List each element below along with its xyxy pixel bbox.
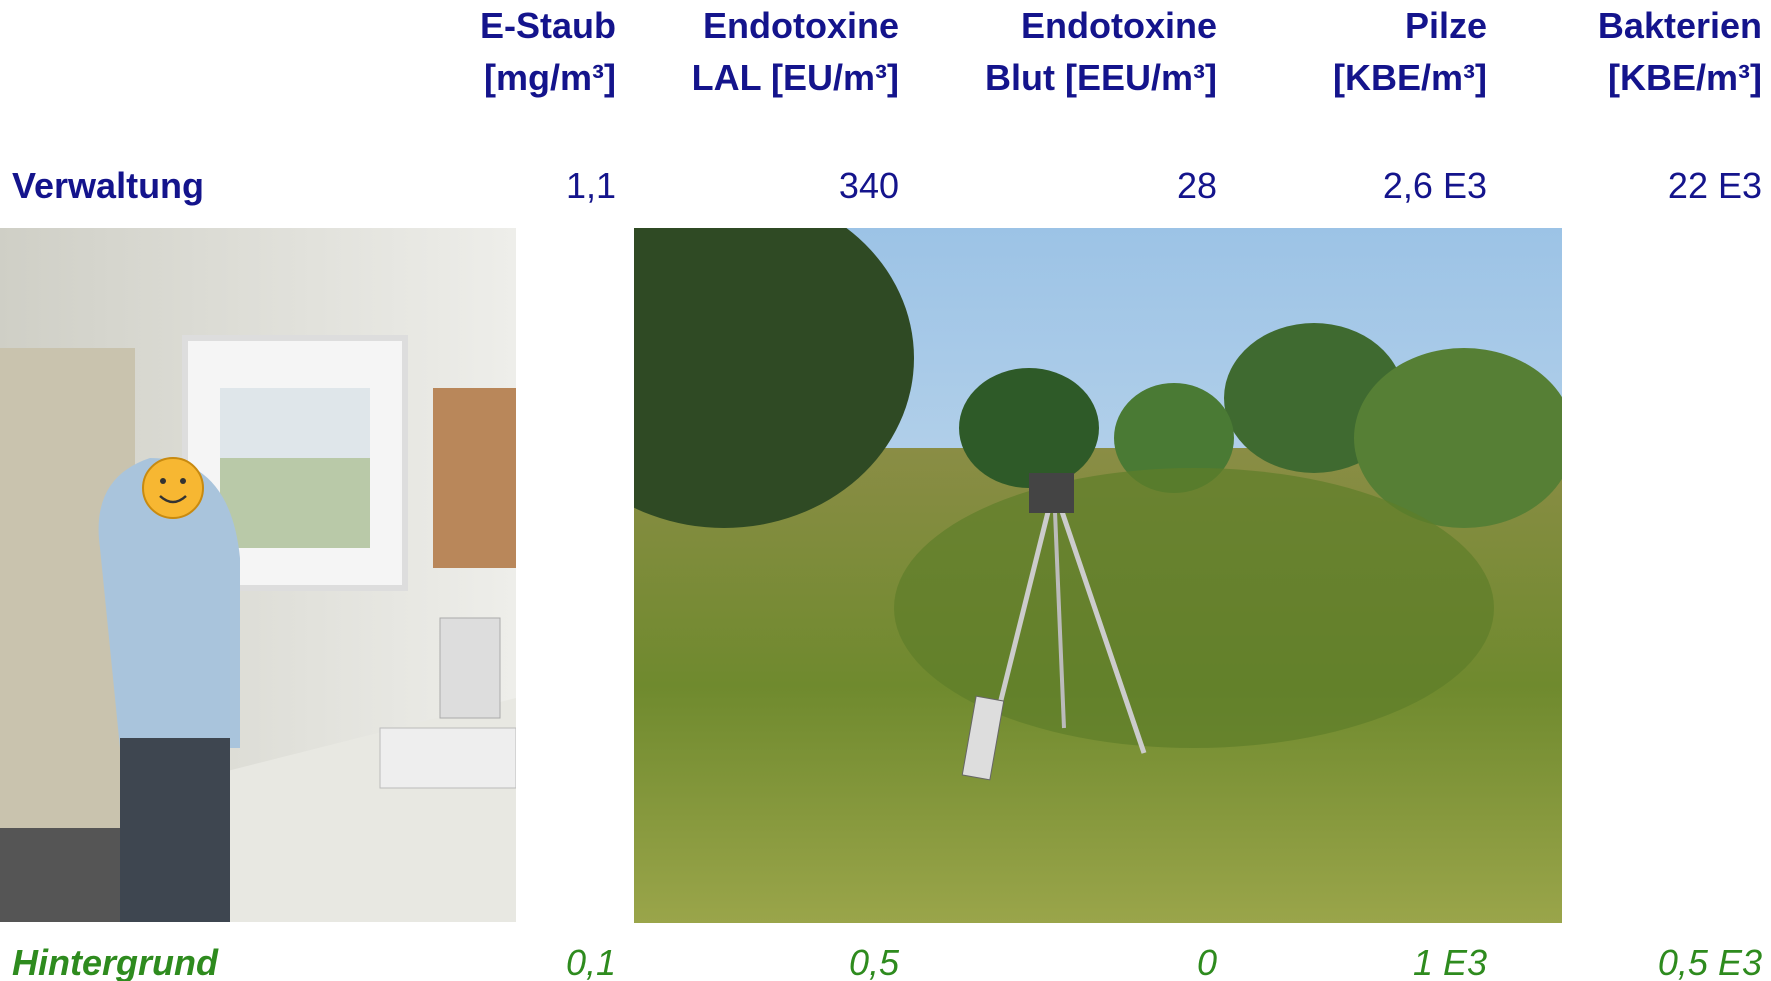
column-header: Pilze [1404,5,1487,46]
column-header: E-Staub [479,5,616,46]
column-header: Endotoxine [1021,5,1217,46]
column-unit: [KBE/m³] [1608,57,1762,98]
row-label: Verwaltung [12,165,205,206]
cell-value: 0,5 [848,942,899,981]
cell-value: 2,6 E3 [1382,165,1487,206]
column-header: Bakterien [1597,5,1762,46]
cell-value: 1,1 [565,165,616,206]
column-header: Endotoxine [703,5,899,46]
column-unit: [mg/m³] [484,57,616,98]
cell-value: 0,5 E3 [1657,942,1762,981]
cell-value: 1 E3 [1412,942,1487,981]
column-unit: LAL [EU/m³] [691,57,899,98]
cell-value: 28 [1176,165,1217,206]
row-label: Hintergrund [12,942,218,981]
cell-value: 340 [838,165,899,206]
cell-value: 22 E3 [1667,165,1762,206]
field-photo [634,228,1562,923]
cell-value: 0 [1196,942,1217,981]
column-unit: [KBE/m³] [1333,57,1487,98]
column-unit: Blut [EEU/m³] [985,57,1217,98]
office-photo [0,228,516,922]
cell-value: 0,1 [565,942,616,981]
